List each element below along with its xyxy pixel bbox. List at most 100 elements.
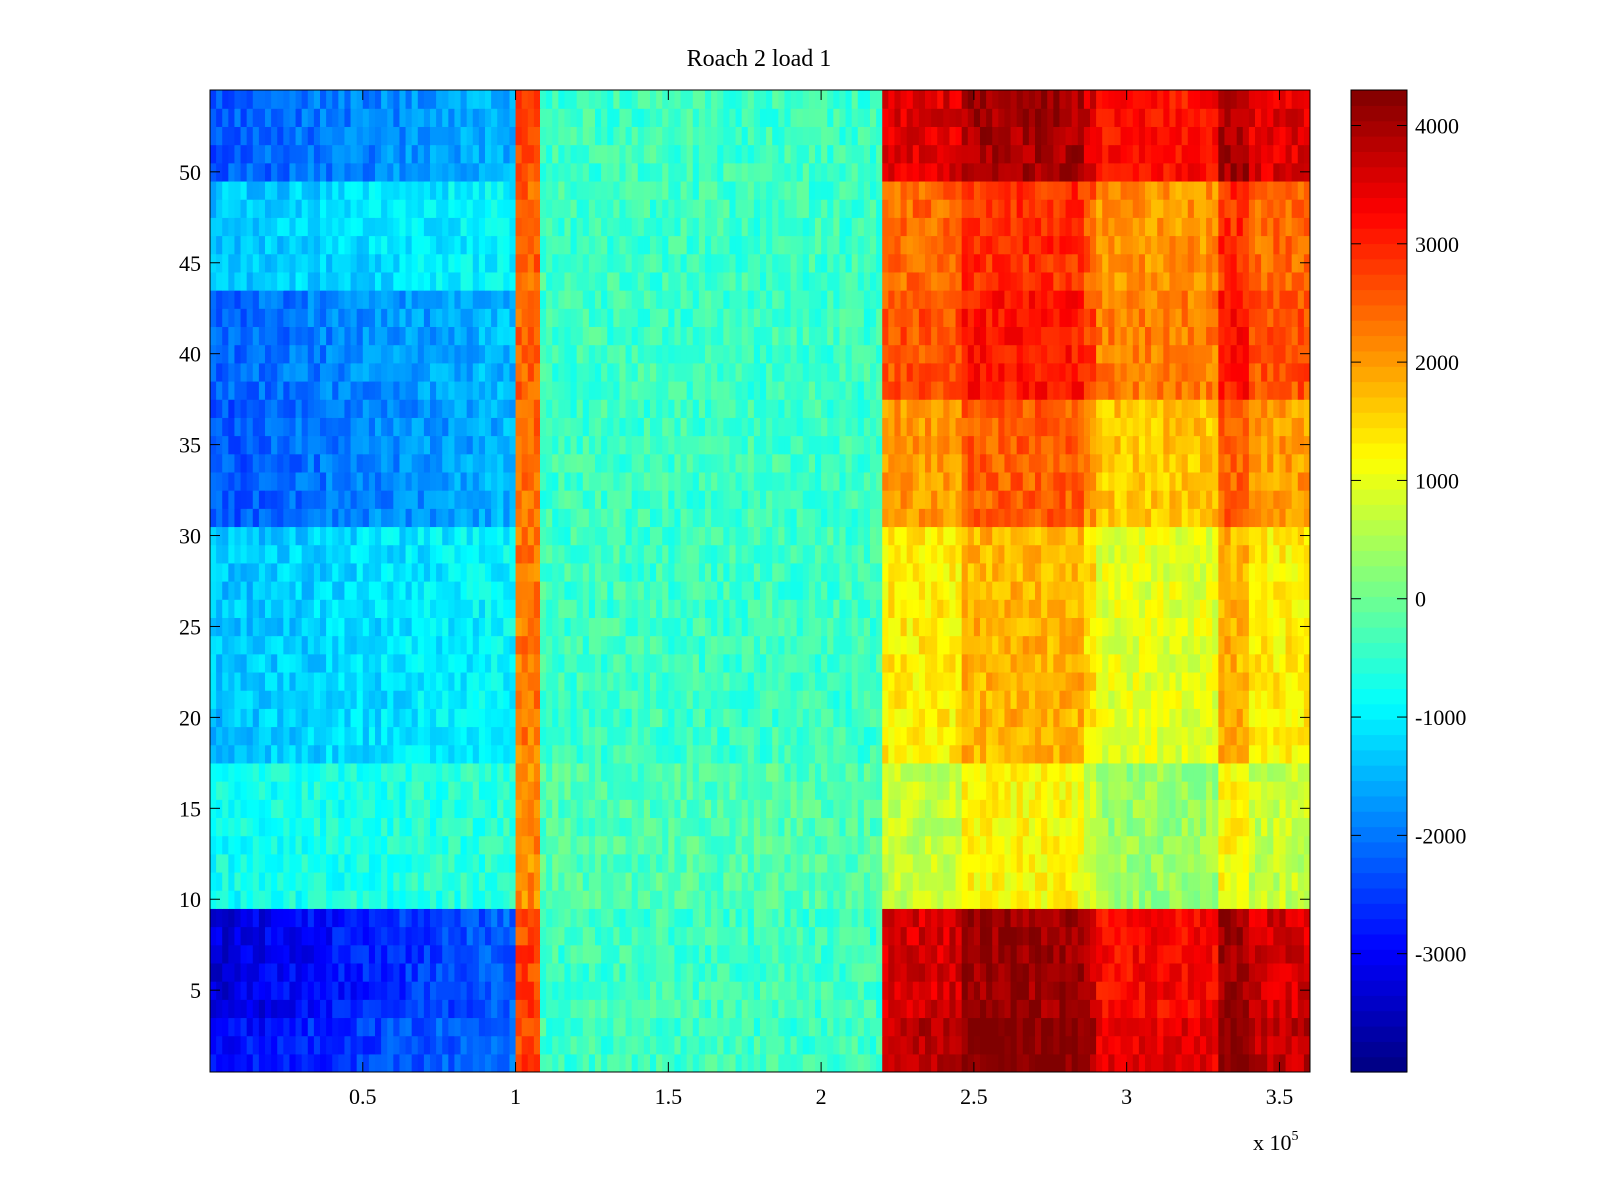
heatmap-cell — [839, 690, 847, 709]
heatmap-cell — [375, 799, 382, 819]
heatmap-cell — [387, 981, 394, 1000]
heatmap-cell — [466, 853, 474, 873]
heatmap-cell — [668, 799, 676, 819]
heatmap-cell — [839, 726, 847, 746]
heatmap-cell — [796, 871, 804, 891]
heatmap-cell — [1145, 817, 1152, 837]
heatmap-cell — [454, 635, 462, 655]
heatmap-cell — [216, 744, 223, 764]
heatmap-cell — [393, 690, 401, 709]
heatmap-cell — [802, 871, 810, 891]
heatmap-cell — [998, 562, 1006, 582]
heatmap-cell — [625, 981, 633, 1000]
heatmap-cell — [271, 653, 278, 673]
heatmap-cell — [472, 708, 480, 728]
heatmap-cell — [1181, 1053, 1189, 1072]
heatmap-cell — [1181, 890, 1189, 909]
heatmap-cell — [466, 708, 474, 728]
heatmap-cell — [1016, 781, 1024, 800]
heatmap-cell — [650, 1053, 657, 1072]
heatmap-cell — [552, 781, 559, 800]
heatmap-cell — [387, 762, 394, 782]
heatmap-cell — [1230, 1017, 1238, 1037]
heatmap-cell — [613, 817, 621, 837]
heatmap-cell — [680, 908, 688, 928]
heatmap-cell — [307, 599, 315, 618]
heatmap-cell — [888, 817, 896, 837]
heatmap-cell — [326, 1053, 333, 1072]
heatmap-cell — [246, 817, 254, 837]
heatmap-cell — [1028, 890, 1036, 909]
heatmap-cell — [821, 1053, 828, 1072]
heatmap-cell — [870, 890, 877, 909]
heatmap-cell — [692, 835, 700, 855]
heatmap-cell — [1175, 999, 1183, 1019]
heatmap-cell — [1206, 653, 1213, 673]
heatmap-cell — [723, 799, 731, 819]
heatmap-cell — [1108, 762, 1116, 782]
heatmap-cell — [546, 744, 553, 764]
heatmap-cell — [717, 653, 724, 673]
heatmap-cell — [1248, 762, 1256, 782]
heatmap-cell — [277, 853, 284, 873]
heatmap-cell — [863, 926, 871, 946]
heatmap-cell — [1059, 599, 1067, 618]
heatmap-cell — [1267, 781, 1274, 800]
heatmap-cell — [796, 999, 804, 1019]
heatmap-cell — [1303, 671, 1310, 691]
heatmap-cell — [601, 690, 608, 709]
heatmap-cell — [674, 817, 682, 837]
heatmap-cell — [711, 708, 718, 728]
heatmap-cell — [1224, 617, 1232, 637]
heatmap-cell — [1022, 708, 1030, 728]
heatmap-cell — [338, 762, 346, 782]
heatmap-cell — [955, 617, 963, 637]
heatmap-cell — [405, 671, 413, 691]
heatmap-cell — [228, 890, 236, 909]
heatmap-cell — [509, 581, 517, 600]
heatmap-cell — [772, 635, 779, 655]
heatmap-cell — [1065, 1053, 1073, 1072]
heatmap-cell — [1285, 962, 1293, 982]
heatmap-cell — [1077, 981, 1085, 1000]
heatmap-cell — [1169, 708, 1177, 728]
heatmap-cell — [509, 562, 517, 582]
heatmap-cell — [888, 944, 896, 964]
heatmap-cell — [961, 690, 969, 709]
heatmap-cell — [1169, 908, 1177, 928]
heatmap-cell — [827, 562, 834, 582]
heatmap-cell — [625, 599, 633, 618]
heatmap-cell — [1169, 581, 1177, 600]
heatmap-cell — [1120, 853, 1128, 873]
heatmap-cell — [833, 835, 841, 855]
heatmap-cell — [1065, 762, 1073, 782]
heatmap-cell — [588, 653, 596, 673]
heatmap-cell — [833, 1035, 841, 1055]
heatmap-cell — [442, 690, 449, 709]
heatmap-cell — [1132, 635, 1140, 655]
heatmap-cell — [1291, 617, 1299, 637]
heatmap-cell — [558, 962, 566, 982]
heatmap-cell — [1120, 581, 1128, 600]
heatmap-cell — [656, 562, 663, 582]
heatmap-cell — [686, 1053, 694, 1072]
heatmap-cell — [1291, 781, 1299, 800]
heatmap-cell — [362, 871, 370, 891]
heatmap-cell — [1279, 671, 1287, 691]
heatmap-cell — [222, 562, 229, 582]
heatmap-cell — [876, 817, 883, 837]
heatmap-cell — [417, 671, 425, 691]
heatmap-cell — [1090, 1053, 1097, 1072]
heatmap-cell — [863, 908, 871, 928]
heatmap-cell — [1065, 835, 1073, 855]
heatmap-cell — [1145, 690, 1152, 709]
heatmap-cell — [1016, 562, 1024, 582]
heatmap-cell — [448, 562, 456, 582]
heatmap-cell — [533, 981, 541, 1000]
heatmap-cell — [949, 908, 957, 928]
heatmap-cell — [1132, 653, 1140, 673]
heatmap-cell — [307, 617, 315, 637]
heatmap-cell — [503, 744, 511, 764]
heatmap-cell — [1273, 926, 1281, 946]
heatmap-cell — [246, 835, 254, 855]
